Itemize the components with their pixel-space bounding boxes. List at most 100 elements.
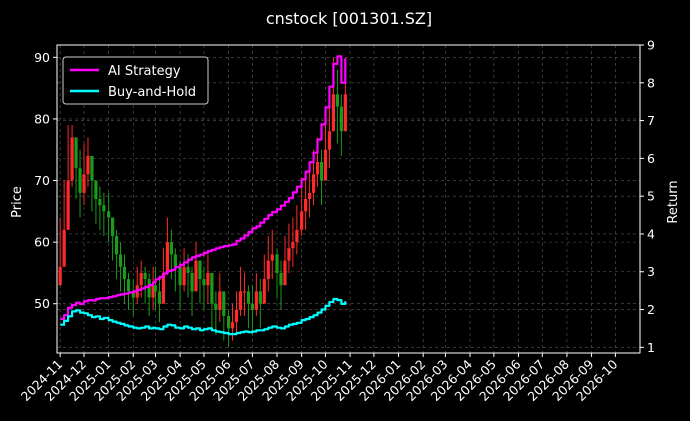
candle-body xyxy=(190,272,194,292)
y-tick-label-right: 5 xyxy=(647,189,655,204)
candle-body xyxy=(230,322,235,329)
legend-box xyxy=(62,56,209,105)
candle-body xyxy=(82,174,86,193)
candle-body xyxy=(254,291,258,310)
candle-body xyxy=(143,272,147,280)
candle-body xyxy=(246,291,251,304)
candle-body xyxy=(323,149,328,181)
candle-body xyxy=(214,303,218,310)
candle-body xyxy=(275,254,279,273)
candle-body xyxy=(102,205,106,212)
candle-body xyxy=(114,235,119,255)
candle-body xyxy=(307,192,312,199)
candle-body xyxy=(287,248,291,261)
candle-body xyxy=(258,291,262,304)
y-tick-label-right: 7 xyxy=(647,113,655,128)
candle-body xyxy=(202,279,206,286)
candle-body xyxy=(331,94,336,132)
candle-body xyxy=(182,266,186,286)
candle-body xyxy=(300,211,304,230)
candle-body xyxy=(151,285,155,298)
strategy-lines xyxy=(60,55,347,336)
y-tick-label-right: 9 xyxy=(647,38,655,53)
series-line-buy-and-hold xyxy=(60,297,347,336)
candle-body xyxy=(98,199,102,206)
candle-body xyxy=(343,94,347,132)
y-tick-label-left: 70 xyxy=(34,173,50,188)
y-tick-label-left: 60 xyxy=(34,235,50,250)
candle-body xyxy=(122,266,127,280)
candle-body xyxy=(178,266,182,286)
candle-body xyxy=(250,303,254,310)
candle-body xyxy=(194,260,198,292)
candle-body xyxy=(319,162,324,181)
candle-body xyxy=(131,291,135,298)
candle-body xyxy=(206,272,210,286)
candle-body xyxy=(291,242,295,249)
chart-title: cnstock [001301.SZ] xyxy=(266,9,432,28)
candle-body xyxy=(161,272,166,304)
candle-body xyxy=(234,309,239,323)
y-tick-label-right: 8 xyxy=(647,75,655,90)
candle-body xyxy=(210,272,214,304)
y-tick-label-right: 3 xyxy=(647,264,655,279)
candle-body xyxy=(218,291,222,310)
candle-body xyxy=(327,131,332,150)
candle-body xyxy=(74,137,78,169)
y-tick-label-left: 50 xyxy=(34,296,50,311)
candle-body xyxy=(295,229,299,243)
candle-body xyxy=(222,291,226,317)
candle-body xyxy=(315,162,320,175)
candle-body xyxy=(86,155,90,175)
candle-body xyxy=(110,217,115,236)
y-tick-label-right: 2 xyxy=(647,302,655,317)
candle-body xyxy=(311,174,316,193)
candle-body xyxy=(226,316,231,329)
candle-body xyxy=(78,168,82,193)
candle-body xyxy=(153,285,158,292)
candle-body xyxy=(238,291,243,310)
candle-body xyxy=(62,229,66,267)
candle-body xyxy=(169,242,173,255)
candle-body xyxy=(173,254,177,267)
candle-body xyxy=(157,291,162,304)
y-tick-label-left: 80 xyxy=(34,111,50,126)
series-line-ai-strategy xyxy=(60,55,347,321)
candle-body xyxy=(339,106,343,132)
left-axis-ticks: 50 60 70 80 90 xyxy=(34,50,57,311)
y-tick-label-right: 6 xyxy=(647,151,655,166)
candle-body xyxy=(165,242,170,273)
candle-body xyxy=(279,272,283,286)
candle-body xyxy=(70,137,74,181)
candle-body xyxy=(270,254,274,261)
candle-body xyxy=(118,254,123,267)
y-tick-label-left: 90 xyxy=(34,50,50,65)
candle-body xyxy=(198,260,202,280)
candle-body xyxy=(139,272,143,286)
candle-body xyxy=(186,266,190,273)
candle-body xyxy=(266,260,270,280)
candle-body xyxy=(335,94,339,107)
candle-body xyxy=(262,279,266,304)
y-axis-label-right: Return xyxy=(666,180,681,223)
legend: AI Strategy Buy-and-Hold xyxy=(62,56,209,105)
candle-body xyxy=(242,291,247,293)
candle-body xyxy=(58,266,62,286)
candle-body xyxy=(66,180,70,230)
candle-body xyxy=(126,279,131,292)
y-tick-label-right: 1 xyxy=(647,340,655,355)
candle-body xyxy=(283,260,287,286)
candle-body xyxy=(304,199,308,212)
right-axis-ticks: 1 2 3 4 5 6 7 8 9 xyxy=(640,38,655,355)
y-axis-label-left: Price xyxy=(10,186,25,218)
candlestick-series xyxy=(58,57,347,347)
candle-body xyxy=(94,180,98,199)
candle-body xyxy=(107,211,111,218)
legend-label-buy-and-hold: Buy-and-Hold xyxy=(108,85,196,100)
y-tick-label-right: 4 xyxy=(647,226,655,241)
plot-frame xyxy=(56,44,641,354)
candle-body xyxy=(90,155,94,181)
legend-label-ai-strategy: AI Strategy xyxy=(108,64,181,79)
candle-body xyxy=(147,279,151,298)
